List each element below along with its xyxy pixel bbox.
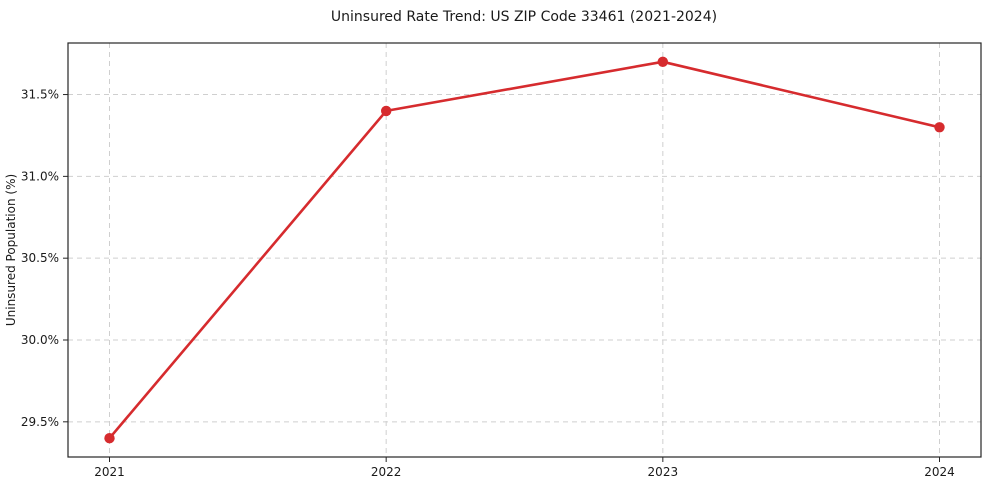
x-tick-label: 2021 xyxy=(94,465,125,479)
data-point-marker xyxy=(381,105,392,117)
y-tick-label: 31.5% xyxy=(21,88,59,102)
trend-line xyxy=(108,60,941,440)
y-axis-label: Uninsured Population (%) xyxy=(4,174,18,326)
data-point-marker xyxy=(657,56,668,67)
axis-tick-labels: 29.5% 30.0% 30.5% 31.0% 31.5% 2021 2022 2023 202… xyxy=(21,88,955,479)
data-point-marker xyxy=(104,433,115,444)
y-tick-label: 29.5% xyxy=(21,415,59,429)
y-tick-label: 31.0% xyxy=(21,169,59,183)
x-tick-label: 2022 xyxy=(371,465,402,479)
gridlines xyxy=(68,43,981,457)
x-tick-label: 2024 xyxy=(924,465,955,479)
data-point-marker xyxy=(934,122,945,133)
y-tick-label: 30.0% xyxy=(21,333,59,347)
y-tick-label: 30.5% xyxy=(21,251,59,265)
plot-area-border xyxy=(67,42,982,458)
x-tick-label: 2023 xyxy=(648,465,679,479)
axis-ticks xyxy=(63,94,940,462)
data-series xyxy=(104,56,945,444)
chart-title: Uninsured Rate Trend: US ZIP Code 33461 … xyxy=(331,9,717,25)
